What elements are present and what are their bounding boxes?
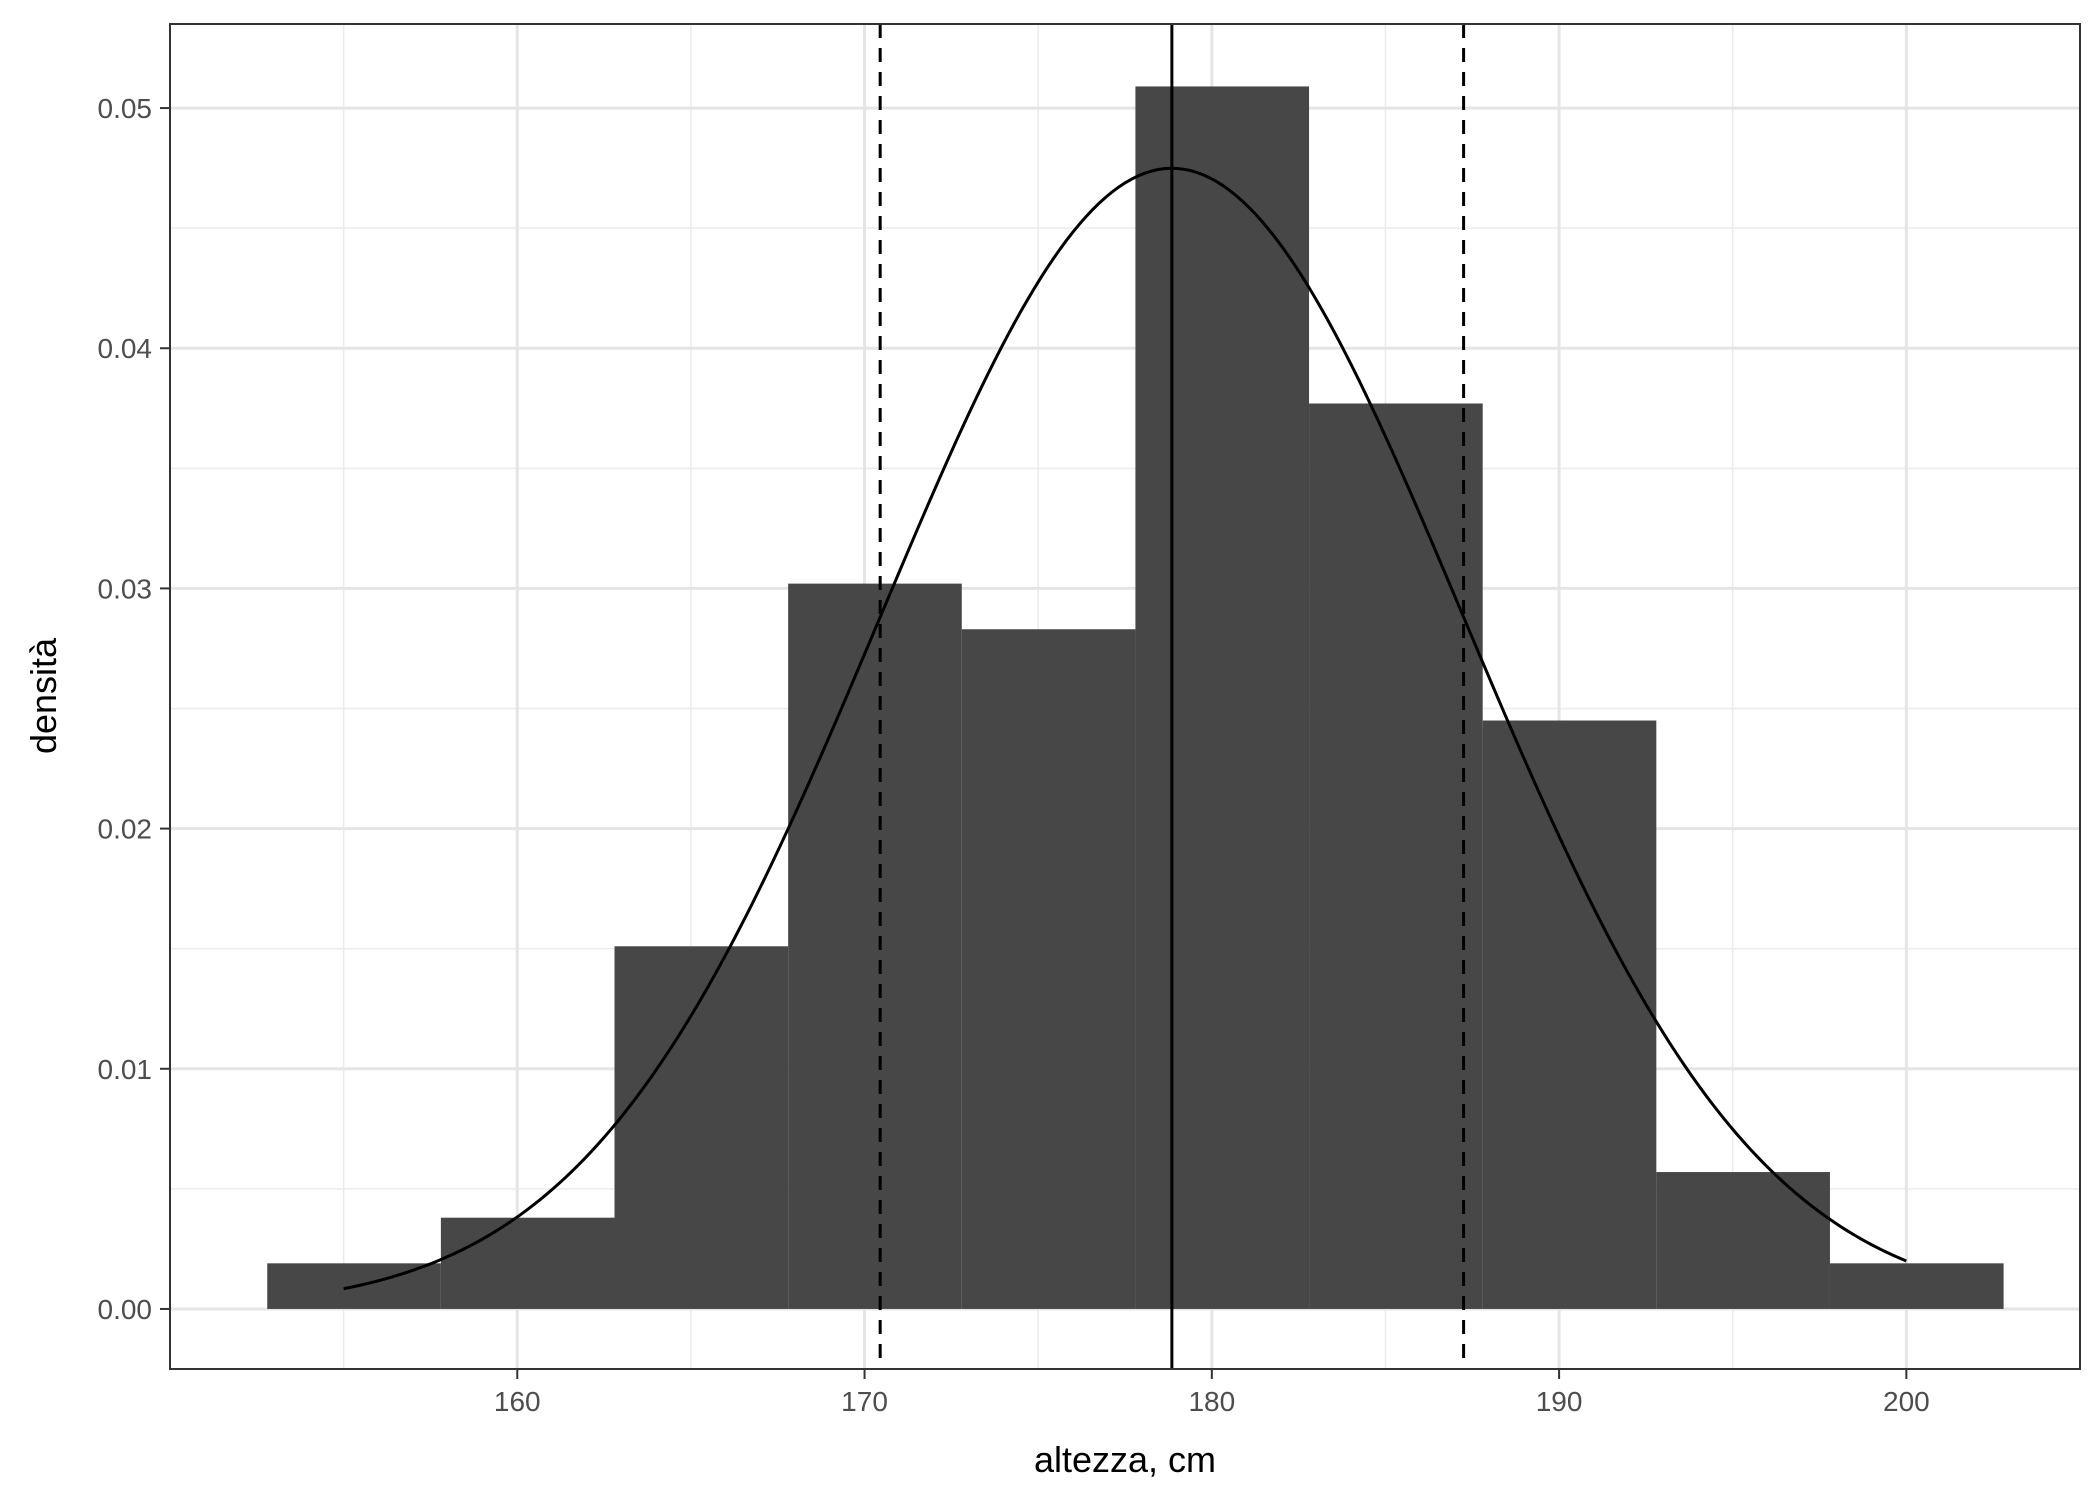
histogram-bar-3 — [788, 583, 962, 1309]
plot-panel-border — [169, 23, 2081, 1370]
histogram-bar-5 — [1135, 86, 1310, 1309]
x-tick-label-3: 190 — [1536, 1386, 1583, 1417]
histogram-bar-9 — [1829, 1263, 2004, 1309]
x-tick-label-2: 180 — [1188, 1386, 1235, 1417]
histogram-bar-1 — [440, 1217, 615, 1309]
histogram-bar-2 — [614, 946, 789, 1309]
normal-density-curve — [343, 166, 1907, 1291]
x-tick-label-0: 160 — [494, 1386, 541, 1417]
x-axis-title: altezza, cm — [1034, 1439, 1216, 1480]
histogram-bars — [267, 86, 2004, 1309]
y-tick-label-1: 0.01 — [98, 1054, 153, 1085]
x-axis: 160 170 180 190 200 — [494, 1369, 1930, 1417]
histogram-bar-8 — [1656, 1172, 1830, 1309]
y-tick-label-4: 0.04 — [98, 333, 153, 364]
y-axis-title: densità — [23, 637, 64, 754]
y-tick-label-3: 0.03 — [98, 573, 153, 604]
reference-lines — [878, 24, 1466, 1369]
y-tick-label-0: 0.00 — [98, 1294, 153, 1325]
y-tick-label-5: 0.05 — [98, 93, 153, 124]
histogram-bar-4 — [961, 629, 1136, 1309]
y-tick-label-2: 0.02 — [98, 814, 153, 845]
x-tick-label-4: 200 — [1883, 1386, 1930, 1417]
histogram-bar-6 — [1309, 403, 1483, 1309]
histogram-bar-7 — [1482, 720, 1657, 1309]
x-tick-label-1: 170 — [841, 1386, 888, 1417]
y-axis: 0.00 0.01 0.02 0.03 0.04 0.05 — [98, 93, 170, 1325]
